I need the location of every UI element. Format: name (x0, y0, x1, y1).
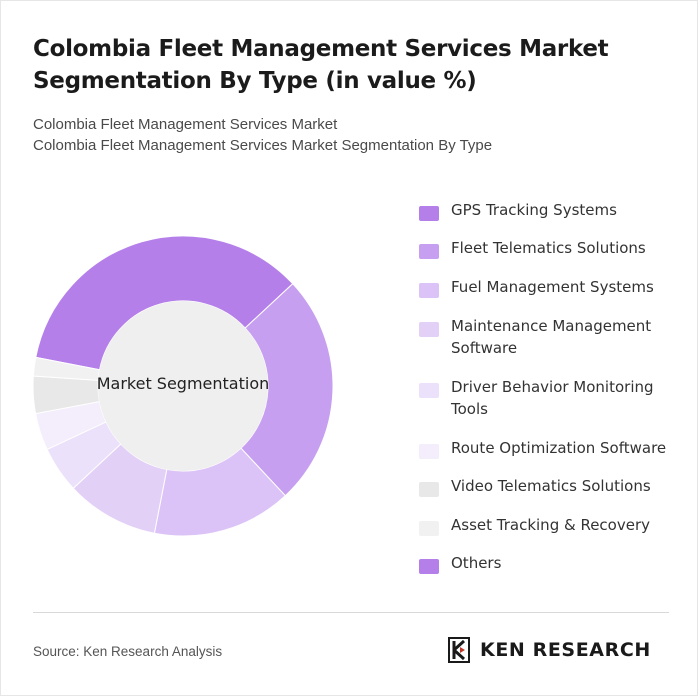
legend-swatch (419, 521, 439, 536)
footer-divider (33, 612, 669, 613)
legend-swatch (419, 444, 439, 459)
donut-center-label: Market Segmentation (96, 374, 270, 393)
legend-label: Fuel Management Systems (451, 278, 654, 296)
legend-swatch (419, 383, 439, 398)
source-note: Source: Ken Research Analysis (33, 644, 223, 659)
donut-chart (32, 235, 334, 537)
legend-label: Driver Behavior Monitoring Tools (451, 378, 654, 418)
donut-hole (98, 301, 268, 471)
legend-swatch (419, 559, 439, 574)
legend-swatch (419, 322, 439, 337)
logo-text: KEN RESEARCH (480, 639, 651, 661)
legend-swatch (419, 482, 439, 497)
legend-swatch (419, 206, 439, 221)
legend-label: Video Telematics Solutions (451, 477, 651, 495)
chart-subtitle: Colombia Fleet Management Services Marke… (33, 114, 673, 156)
legend-label: Route Optimization Software (451, 439, 667, 457)
legend-label: Others (451, 554, 502, 572)
legend-label: Asset Tracking & Recovery (451, 516, 650, 534)
chart-title: Colombia Fleet Management Services Marke… (33, 36, 609, 94)
ken-research-logo-icon (448, 637, 470, 663)
ken-research-logo: KEN RESEARCH (448, 637, 670, 665)
legend-swatch (419, 283, 439, 298)
legend-label: Maintenance Management Software (451, 317, 652, 357)
subtitle-line-1: Colombia Fleet Management Services Marke… (33, 116, 338, 133)
legend-label: Fleet Telematics Solutions (451, 239, 646, 257)
legend-label: GPS Tracking Systems (451, 201, 617, 219)
subtitle-line-2: Colombia Fleet Management Services Marke… (33, 137, 493, 154)
legend-swatch (419, 244, 439, 259)
